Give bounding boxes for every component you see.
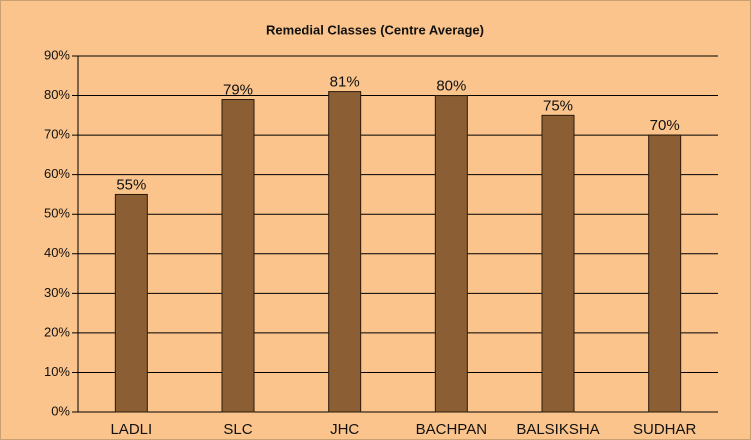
y-tick-label: 20% xyxy=(44,324,70,339)
bar xyxy=(221,99,255,413)
y-tick-label: 60% xyxy=(44,166,70,181)
y-tick-label: 0% xyxy=(51,403,70,418)
x-tick-label: SUDHAR xyxy=(633,421,697,438)
y-tick-label: 70% xyxy=(44,127,70,142)
y-tick-label: 80% xyxy=(44,87,70,102)
bar xyxy=(648,134,682,413)
y-tick-label: 50% xyxy=(44,206,70,221)
chart-title: Remedial Classes (Centre Average) xyxy=(266,22,484,37)
value-label: 80% xyxy=(436,78,466,95)
y-tick-label: 40% xyxy=(44,245,70,260)
bar xyxy=(434,95,468,413)
value-label: 81% xyxy=(330,74,360,91)
x-tick-label: LADLI xyxy=(110,421,152,438)
y-tick-label: 90% xyxy=(44,47,70,62)
bar xyxy=(541,114,575,413)
x-tick-label: SLC xyxy=(223,421,252,438)
x-tick-label: BACHPAN xyxy=(416,421,487,438)
y-tick-label: 10% xyxy=(44,364,70,379)
value-label: 79% xyxy=(223,81,253,98)
x-tick-label: JHC xyxy=(330,421,359,438)
y-tick-label: 30% xyxy=(44,285,70,300)
bar xyxy=(114,193,148,413)
value-label: 75% xyxy=(543,97,573,114)
x-tick-label: BALSIKSHA xyxy=(516,421,599,438)
value-label: 70% xyxy=(650,117,680,134)
value-label: 55% xyxy=(116,176,146,193)
bar xyxy=(328,91,362,413)
